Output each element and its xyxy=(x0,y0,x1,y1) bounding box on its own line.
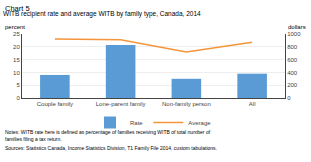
svg-text:dollars: dollars xyxy=(288,24,306,30)
svg-text:0: 0 xyxy=(16,95,20,101)
svg-text:Chart 5: Chart 5 xyxy=(5,4,30,13)
svg-text:1000: 1000 xyxy=(287,31,301,37)
svg-text:WITB recipient rate and averag: WITB recipient rate and average WITB by … xyxy=(3,10,201,18)
svg-text:Sources: Statistics Canada, In: Sources: Statistics Canada, Income Stati… xyxy=(5,145,217,151)
svg-text:All: All xyxy=(249,101,256,107)
svg-text:Couple family: Couple family xyxy=(37,101,73,107)
svg-text:Average: Average xyxy=(188,120,211,126)
svg-text:600: 600 xyxy=(287,57,298,63)
svg-text:15: 15 xyxy=(13,57,20,63)
svg-text:0: 0 xyxy=(287,95,291,101)
svg-text:Lone-parent family: Lone-parent family xyxy=(96,101,146,107)
svg-text:5: 5 xyxy=(16,82,20,88)
svg-text:Rate: Rate xyxy=(130,120,143,126)
svg-text:200: 200 xyxy=(287,82,298,88)
svg-text:Non-family person: Non-family person xyxy=(162,101,211,107)
svg-text:20: 20 xyxy=(13,44,20,50)
svg-text:800: 800 xyxy=(287,44,298,50)
svg-text:percent: percent xyxy=(5,24,25,30)
svg-text:25: 25 xyxy=(13,31,20,37)
svg-text:Notes: WITB rate here is defin: Notes: WITB rate here is defined as perc… xyxy=(5,129,211,142)
svg-text:10: 10 xyxy=(13,70,20,76)
svg-text:400: 400 xyxy=(287,70,298,76)
